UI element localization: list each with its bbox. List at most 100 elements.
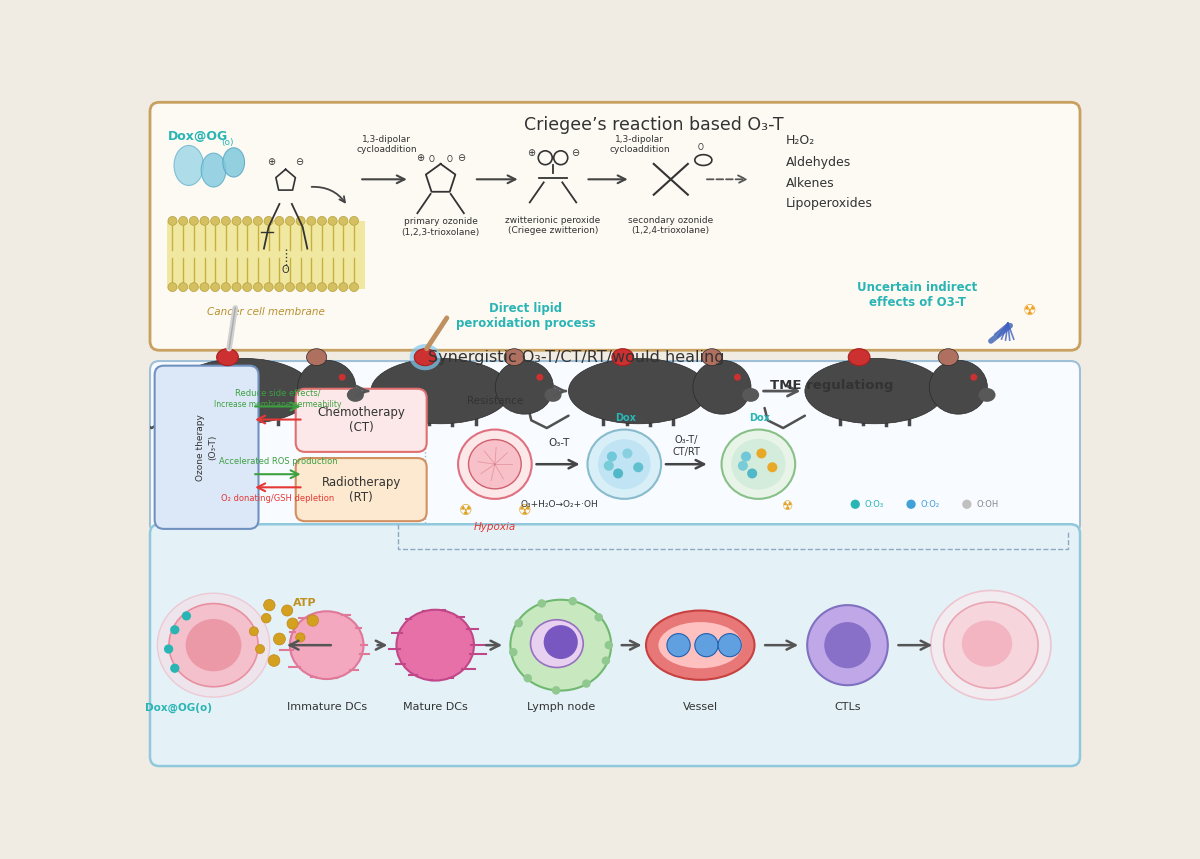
FancyArrowPatch shape [376,641,385,649]
Circle shape [181,612,191,620]
Circle shape [232,283,241,291]
Ellipse shape [202,153,226,187]
Text: ⊖: ⊖ [571,149,578,158]
Ellipse shape [290,612,364,679]
Ellipse shape [530,619,583,667]
Circle shape [971,374,977,381]
Text: 1,3-dipolar
cycloaddition: 1,3-dipolar cycloaddition [610,135,670,155]
Ellipse shape [931,590,1051,700]
FancyBboxPatch shape [150,361,1080,533]
Circle shape [515,619,523,627]
Ellipse shape [217,349,239,366]
FancyBboxPatch shape [150,102,1080,350]
Text: H₂O₂: H₂O₂ [786,134,815,147]
Circle shape [851,500,860,509]
Text: Lymph node: Lymph node [527,702,595,712]
Circle shape [740,452,751,461]
Circle shape [738,460,748,471]
Circle shape [264,600,275,611]
Text: Lipoperoxides: Lipoperoxides [786,198,872,210]
Circle shape [296,216,305,225]
Text: CT/RT: CT/RT [672,447,701,457]
Ellipse shape [646,611,755,679]
Ellipse shape [848,349,870,366]
Circle shape [349,216,359,225]
Circle shape [748,468,757,478]
Text: Aldehydes: Aldehydes [786,155,851,169]
Text: Uncertain indirect
effects of O3-T: Uncertain indirect effects of O3-T [857,281,977,308]
Text: O: O [697,143,703,152]
Text: TME regulationg: TME regulationg [770,379,894,393]
Ellipse shape [223,148,245,177]
Text: O₃+H₂O→O₂+·OH: O₃+H₂O→O₂+·OH [521,500,598,509]
Circle shape [295,632,306,643]
Ellipse shape [545,388,562,402]
Ellipse shape [721,430,796,499]
Circle shape [569,597,577,606]
Circle shape [544,625,578,659]
Ellipse shape [504,349,524,366]
Circle shape [338,216,348,225]
Circle shape [338,283,348,291]
Ellipse shape [347,388,364,402]
Circle shape [718,634,742,657]
Text: Dox@OG: Dox@OG [168,131,228,143]
Circle shape [287,618,299,630]
Circle shape [275,216,283,225]
Ellipse shape [659,622,742,668]
Text: Accelerated ROS production: Accelerated ROS production [218,457,337,466]
Ellipse shape [943,602,1038,688]
Circle shape [275,283,283,291]
Text: O₂ donating/GSH depletion: O₂ donating/GSH depletion [221,495,335,503]
Text: Resistance: Resistance [467,396,523,406]
Ellipse shape [510,600,611,691]
Text: O₃-T: O₃-T [548,437,570,448]
Text: Alkenes: Alkenes [786,177,834,190]
Text: CTLs: CTLs [834,702,860,712]
FancyBboxPatch shape [155,366,258,529]
Text: Dox@OG(o): Dox@OG(o) [145,704,212,714]
Ellipse shape [174,145,204,186]
Circle shape [264,283,274,291]
FancyArrowPatch shape [666,460,704,468]
Circle shape [552,686,560,695]
Circle shape [170,664,180,673]
Ellipse shape [692,360,751,414]
FancyBboxPatch shape [295,458,427,521]
Text: O: O [446,155,452,164]
FancyArrowPatch shape [258,484,301,491]
FancyArrowPatch shape [622,641,638,649]
Ellipse shape [306,349,326,366]
Circle shape [307,615,318,626]
Circle shape [248,626,259,637]
Circle shape [623,448,632,459]
Ellipse shape [371,358,510,423]
Text: Vessel: Vessel [683,702,718,712]
Text: ⊖: ⊖ [457,153,464,163]
Circle shape [307,283,316,291]
Circle shape [808,605,888,685]
Circle shape [756,448,767,459]
FancyBboxPatch shape [150,524,1080,766]
Text: O:O₂: O:O₂ [920,500,940,509]
Circle shape [307,216,316,225]
Circle shape [242,216,252,225]
Text: Reduce side effects/: Reduce side effects/ [235,389,320,398]
FancyArrowPatch shape [362,175,404,183]
Text: Radiotherapy
(RT): Radiotherapy (RT) [322,476,401,503]
Ellipse shape [731,439,786,490]
Circle shape [634,462,643,472]
Circle shape [211,283,220,291]
Circle shape [262,613,271,624]
Circle shape [318,216,326,225]
Text: Dox: Dox [616,413,636,423]
Circle shape [767,462,778,472]
Ellipse shape [742,388,760,402]
Ellipse shape [186,619,241,672]
Ellipse shape [173,358,313,423]
Circle shape [509,648,517,656]
Text: ☢: ☢ [1022,302,1037,318]
Circle shape [282,606,293,616]
Ellipse shape [805,358,944,423]
Text: ⊕: ⊕ [527,149,535,158]
